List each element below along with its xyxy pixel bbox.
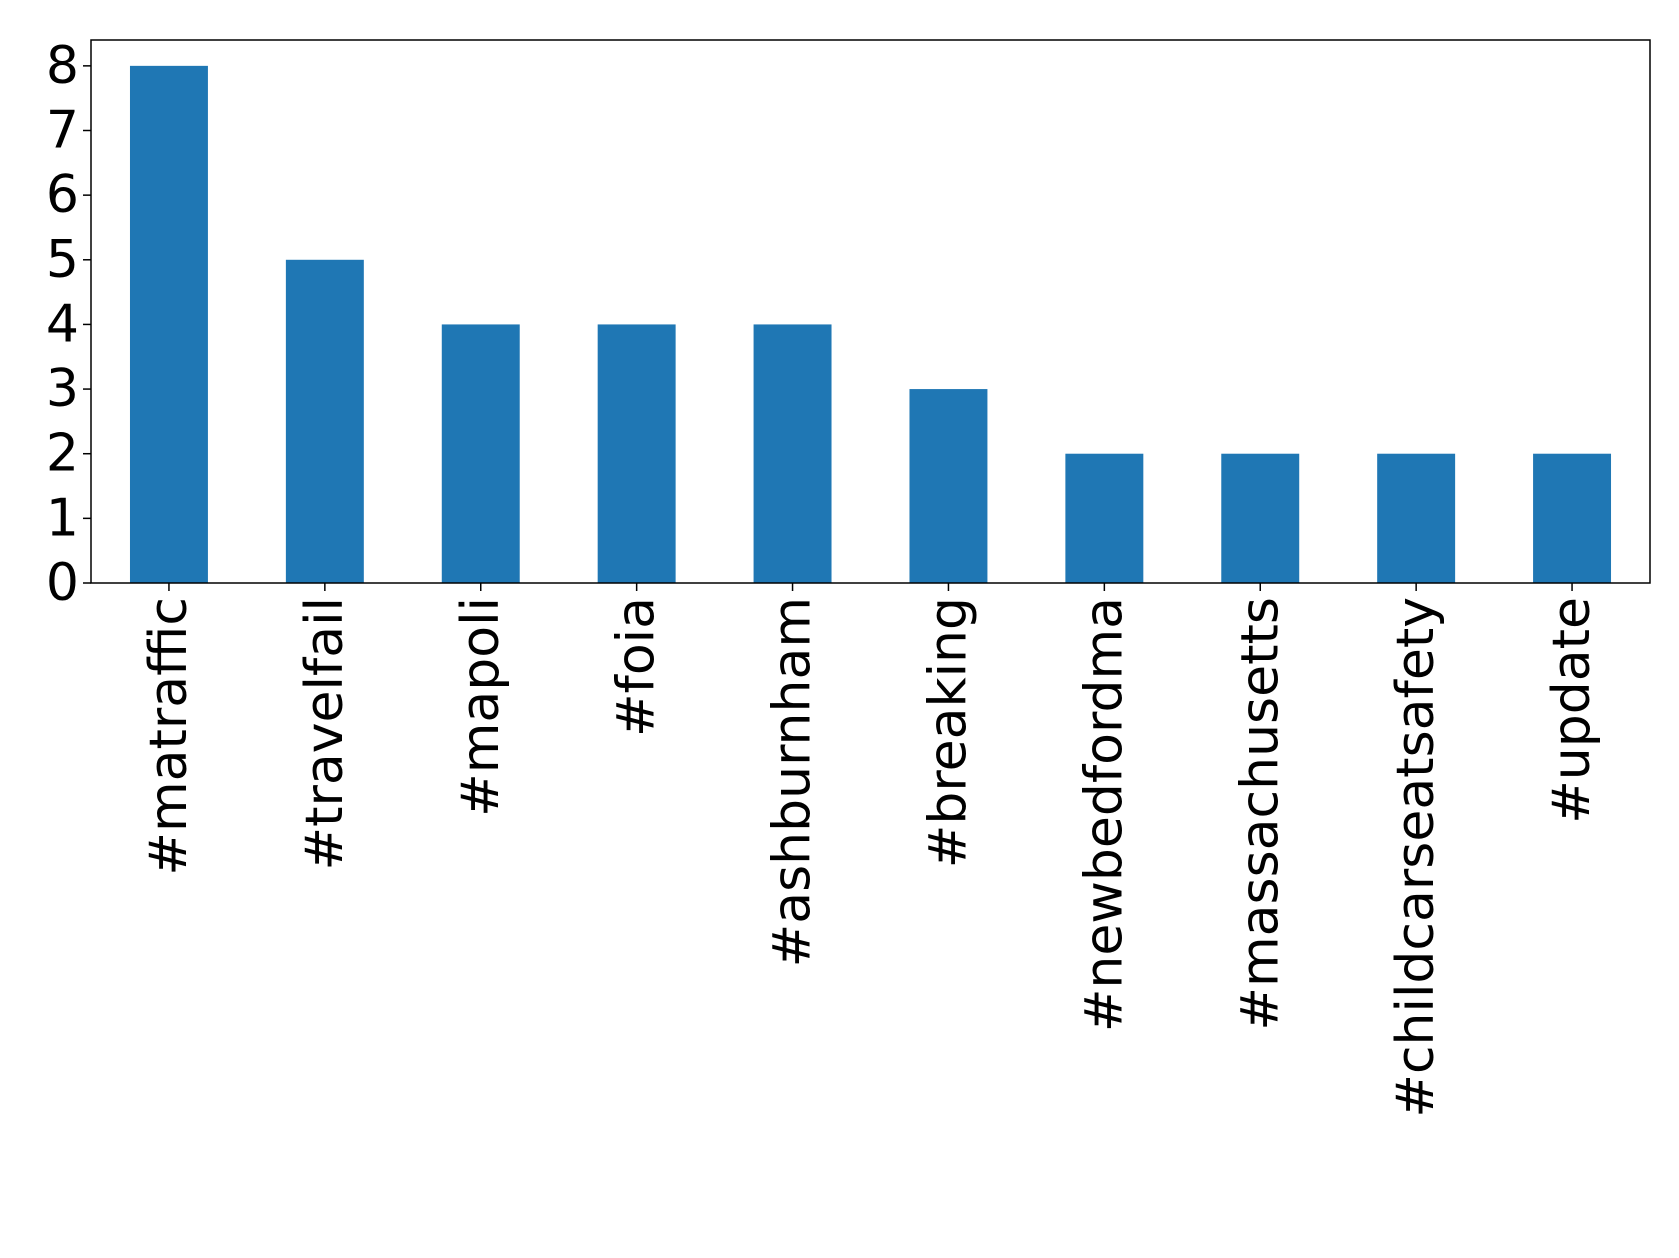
bar-update <box>1533 453 1612 583</box>
x-axis: #matraffic #travelfail #mapoli #foia #ashbur… <box>139 583 1602 1118</box>
plot-frame <box>90 39 1651 584</box>
y-tick-label: 4 <box>46 294 79 354</box>
y-tick-label: 8 <box>46 36 79 96</box>
x-tick-label: #massachusetts <box>1230 597 1290 1031</box>
y-tick-label: 3 <box>46 359 79 419</box>
y-tick-label: 5 <box>46 230 79 290</box>
x-tick-label: #travelfail <box>295 597 355 870</box>
x-tick-label: #foia <box>607 597 667 737</box>
bar-childcarseatsafety <box>1377 453 1456 583</box>
bar-matraffic <box>129 65 208 584</box>
x-tick-label: #newbedfordma <box>1074 597 1134 1032</box>
y-tick-label: 7 <box>46 101 79 161</box>
x-tick-label: #mapoli <box>451 597 511 817</box>
y-tick-label: 6 <box>46 165 79 225</box>
x-tick-label: #update <box>1542 597 1602 824</box>
bar-ashburnham <box>753 324 832 583</box>
bars-layer <box>129 65 1612 584</box>
bar-massachusetts <box>1221 453 1300 583</box>
x-tick-label: #breaking <box>918 597 978 868</box>
x-tick-label: #ashburnham <box>763 597 823 967</box>
bar-travelfail <box>285 259 364 583</box>
bar-foia <box>597 324 676 583</box>
bar-mapoli <box>441 324 520 583</box>
y-tick-label: 2 <box>46 424 79 484</box>
bar-newbedfordma <box>1065 453 1144 583</box>
x-tick-label: #matraffic <box>139 597 199 876</box>
x-tick-label: #childcarseatsafety <box>1386 597 1446 1118</box>
y-tick-label: 1 <box>46 488 79 548</box>
y-tick-label: 0 <box>46 553 79 613</box>
bar-breaking <box>909 389 988 583</box>
